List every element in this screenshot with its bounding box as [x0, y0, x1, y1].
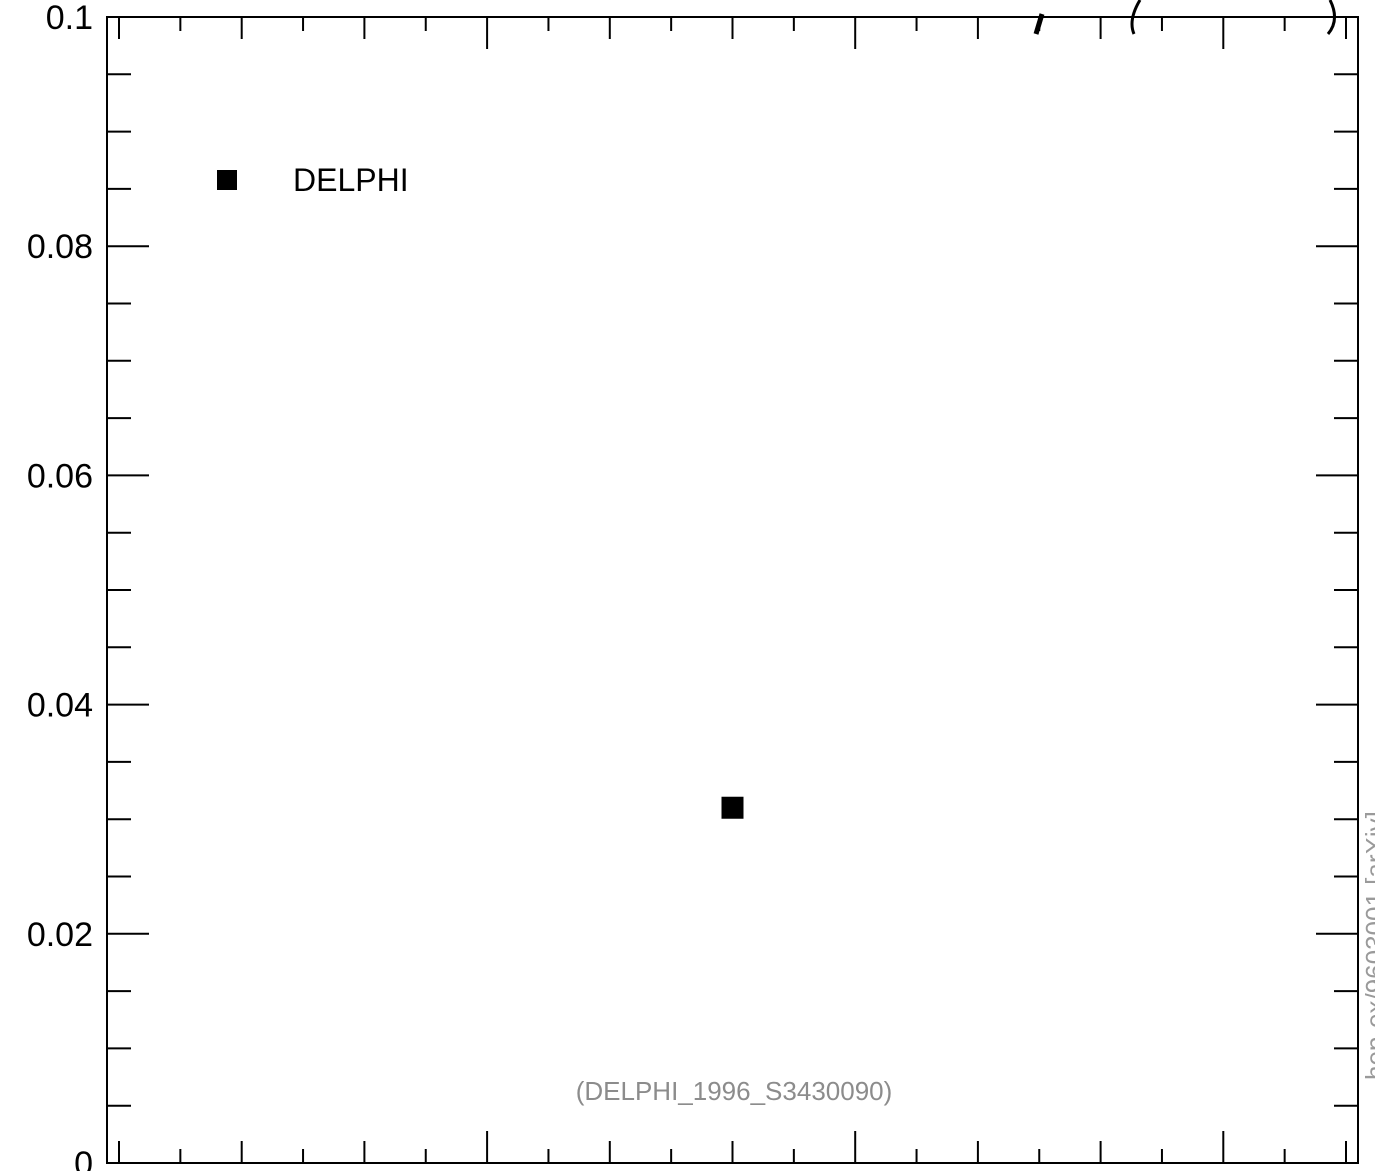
- y-tick-label: 0: [74, 1145, 93, 1171]
- y-tick-label: 0.08: [27, 228, 93, 266]
- source-annotation: (DELPHI_1996_S3430090): [576, 1076, 893, 1106]
- side-label: hep-ex/9603001 [arXiv]: [1360, 811, 1375, 1080]
- y-axis-tick-labels: 0 0.02 0.04 0.06 0.08 0.1: [27, 0, 93, 1171]
- data-point: [721, 796, 744, 819]
- y-tick-label: 0.06: [27, 457, 93, 495]
- legend: DELPHI: [217, 162, 409, 198]
- y-tick-label: 0.1: [46, 0, 93, 37]
- legend-label: DELPHI: [293, 162, 409, 198]
- y-axis-ticks: [107, 16, 1358, 1164]
- data-points: [721, 796, 744, 819]
- legend-marker: [217, 170, 237, 190]
- y-tick-label: 0.04: [27, 687, 93, 725]
- x-axis-ticks: [118, 17, 1347, 1163]
- y-tick-label: 0.02: [27, 916, 93, 954]
